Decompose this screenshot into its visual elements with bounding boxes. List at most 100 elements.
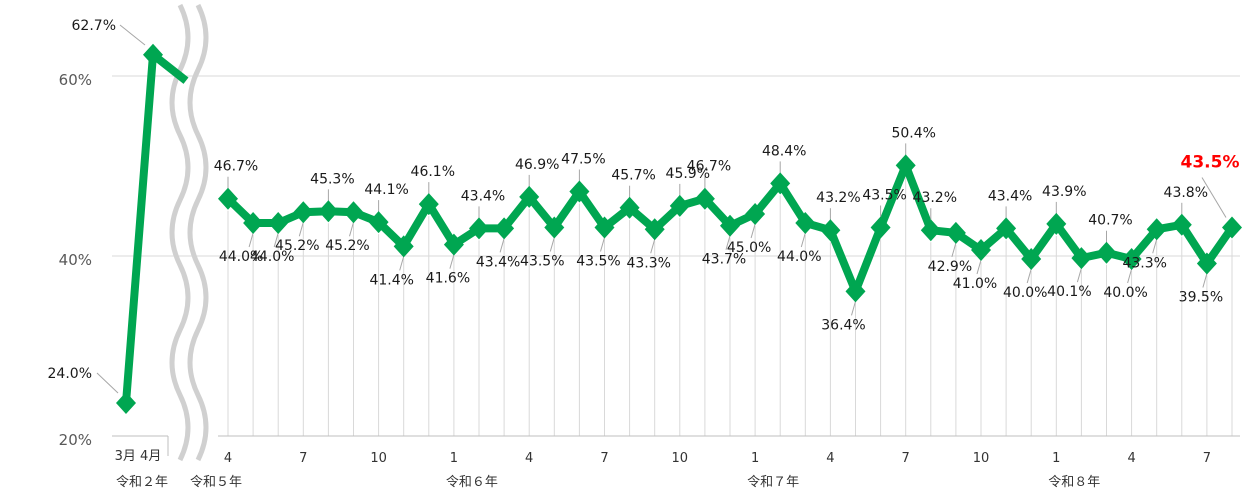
x-tick-label: 1 <box>751 451 759 466</box>
data-marker <box>268 212 289 234</box>
leader-line <box>976 259 982 275</box>
x-tick-label: 10 <box>672 451 689 466</box>
data-marker <box>1096 241 1117 264</box>
data-marker <box>820 219 841 242</box>
leader-line <box>1201 177 1227 218</box>
data-label: 44.0% <box>219 249 263 265</box>
data-marker <box>218 187 238 210</box>
data-marker <box>1071 247 1092 270</box>
data-marker <box>393 235 414 258</box>
data-marker <box>1121 248 1142 270</box>
data-marker <box>1196 252 1217 275</box>
x-tick-label: 4 <box>1127 451 1135 466</box>
y-axis: 20% 40% 60% <box>59 71 92 449</box>
data-label: 43.2% <box>816 190 860 206</box>
x-tick-label: 1 <box>1052 451 1060 466</box>
data-label: 43.4% <box>461 188 505 204</box>
data-label: 45.9% <box>666 166 710 182</box>
data-label: 40.0% <box>1003 285 1047 301</box>
data-label: 41.0% <box>953 276 997 292</box>
x-tick-label: 7 <box>1203 451 1211 466</box>
data-markers <box>116 43 1242 414</box>
leader-line <box>1127 268 1133 284</box>
data-label: 48.4% <box>762 143 806 159</box>
leader-line <box>96 372 119 394</box>
leader-line <box>750 223 756 239</box>
data-label: 46.1% <box>411 164 455 180</box>
data-marker <box>745 203 766 225</box>
data-marker <box>1146 218 1167 241</box>
data-marker <box>544 216 565 239</box>
x-tick-label: 4 <box>826 451 834 466</box>
era-label: 令和８年 <box>1048 475 1100 490</box>
x-tick-label: 4 <box>224 451 232 466</box>
data-marker <box>669 194 690 217</box>
y-tick-label: 60% <box>59 71 92 89</box>
y-tick-label: 20% <box>59 431 92 449</box>
data-label: 44.0% <box>250 249 294 265</box>
data-label-highlight: 43.5% <box>1181 153 1240 173</box>
data-marker <box>1171 213 1192 236</box>
data-marker <box>293 201 314 224</box>
data-label: 46.7% <box>687 159 731 175</box>
data-marker <box>494 217 515 240</box>
leader-line <box>119 24 146 46</box>
data-label: 46.7% <box>214 159 258 175</box>
data-label: 45.0% <box>727 240 771 256</box>
data-label: 24.0% <box>48 366 92 382</box>
x-tick-label: 10 <box>973 451 990 466</box>
leader-line <box>1152 239 1158 254</box>
leader-line <box>600 237 605 252</box>
x-axis: 3月 4月 4 7 10 1 4 7 10 1 4 7 10 1 4 7 令和２年 令和５年 令和６年 令和７年 令和… <box>115 449 1211 490</box>
data-label: 47.5% <box>561 152 605 168</box>
data-marker <box>594 216 615 239</box>
label-leaders <box>96 24 1227 394</box>
data-label: 46.9% <box>515 157 559 173</box>
data-marker <box>870 216 891 239</box>
data-label: 45.3% <box>310 171 354 187</box>
leader-line <box>549 237 555 252</box>
data-marker <box>895 154 916 177</box>
x-tick-label: 4 <box>525 451 533 466</box>
series-line-early <box>122 50 189 404</box>
x-tick-label: 1 <box>450 451 458 466</box>
data-label: 62.7% <box>72 18 116 34</box>
data-label: 43.3% <box>1122 255 1166 271</box>
data-label: 42.9% <box>928 259 972 275</box>
leader-line <box>273 232 279 248</box>
leader-line <box>951 242 957 258</box>
data-label: 43.8% <box>1164 185 1208 201</box>
data-marker <box>569 180 590 203</box>
y-tick-label: 40% <box>59 251 92 269</box>
era-label: 令和６年 <box>446 475 498 490</box>
data-label: 43.9% <box>1042 184 1086 200</box>
data-label: 50.4% <box>891 125 935 141</box>
leader-line <box>449 254 455 269</box>
data-marker <box>368 211 389 234</box>
x-tick-label: 7 <box>600 451 608 466</box>
break-wave <box>187 3 209 462</box>
data-marker <box>143 43 163 66</box>
leader-line <box>800 232 806 248</box>
data-marker <box>770 172 791 195</box>
leader-line <box>349 222 354 237</box>
data-label: 39.5% <box>1179 290 1223 306</box>
series-lines <box>122 50 1236 404</box>
era-label: 令和２年 <box>116 475 168 490</box>
data-label: 44.0% <box>777 249 821 265</box>
data-marker <box>720 214 740 237</box>
leader-line <box>851 301 856 316</box>
leader-line <box>248 232 254 248</box>
data-marker <box>519 185 540 208</box>
data-label: 43.5% <box>862 188 906 204</box>
leader-line <box>725 235 731 250</box>
data-label: 45.7% <box>611 168 655 184</box>
grid <box>112 75 1240 456</box>
x-tick-label: 10 <box>370 451 387 466</box>
data-labels: 24.0%62.7%46.7%44.0%44.0%45.2%45.3%45.2%… <box>48 18 1240 382</box>
leader-line <box>1026 268 1032 284</box>
data-marker <box>116 392 136 414</box>
era-label: 令和５年 <box>190 475 242 490</box>
data-label: 43.7% <box>702 252 746 268</box>
data-marker <box>619 196 640 219</box>
